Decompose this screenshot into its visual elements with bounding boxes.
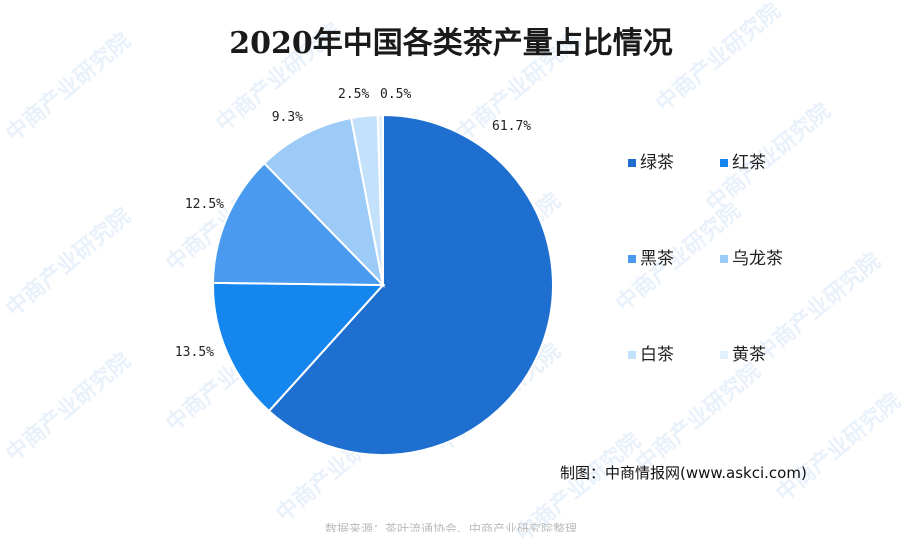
legend-label: 黄茶	[732, 345, 766, 365]
slice-label: 0.5%	[380, 87, 411, 102]
legend-label: 白茶	[640, 345, 674, 365]
legend-swatch	[628, 255, 636, 263]
legend-swatch	[720, 159, 728, 167]
pie-slice	[262, 116, 385, 289]
pie-slice	[376, 113, 384, 286]
pie-slice	[212, 281, 386, 413]
pie-chart: 61.7% 13.5% 12.5% 9.3% 2.5% 0.5%	[175, 87, 554, 456]
chart-credit: 制图：中商情报网(www.askci.com)	[560, 464, 807, 482]
slice-label: 13.5%	[175, 345, 214, 360]
source-note: 数据来源：茶叶流通协会、中商产业研究院整理	[324, 522, 577, 532]
legend-item: 乌龙茶	[720, 244, 783, 269]
legend-label: 红茶	[732, 153, 766, 173]
legend-label: 乌龙茶	[732, 249, 783, 269]
legend-label: 黑茶	[640, 249, 674, 269]
legend-item: 黑茶	[628, 244, 674, 269]
legend-swatch	[628, 351, 636, 359]
legend: 绿茶 红茶黑茶 乌龙茶白茶 黄茶	[628, 148, 828, 388]
slice-label: 2.5%	[338, 87, 369, 102]
pie-slice	[267, 113, 554, 456]
legend-swatch	[720, 255, 728, 263]
legend-item: 红茶	[720, 148, 766, 173]
slice-label: 12.5%	[185, 197, 224, 212]
slice-label: 61.7%	[492, 119, 531, 134]
legend-label: 绿茶	[640, 153, 674, 173]
legend-item: 白茶	[628, 340, 674, 365]
legend-swatch	[628, 159, 636, 167]
pie-slice	[211, 161, 386, 287]
slice-label: 9.3%	[272, 110, 303, 125]
legend-swatch	[720, 351, 728, 359]
legend-item: 绿茶	[628, 148, 674, 173]
legend-item: 黄茶	[720, 340, 766, 365]
chart-title: 2020年中国各类茶产量占比情况	[229, 26, 673, 61]
